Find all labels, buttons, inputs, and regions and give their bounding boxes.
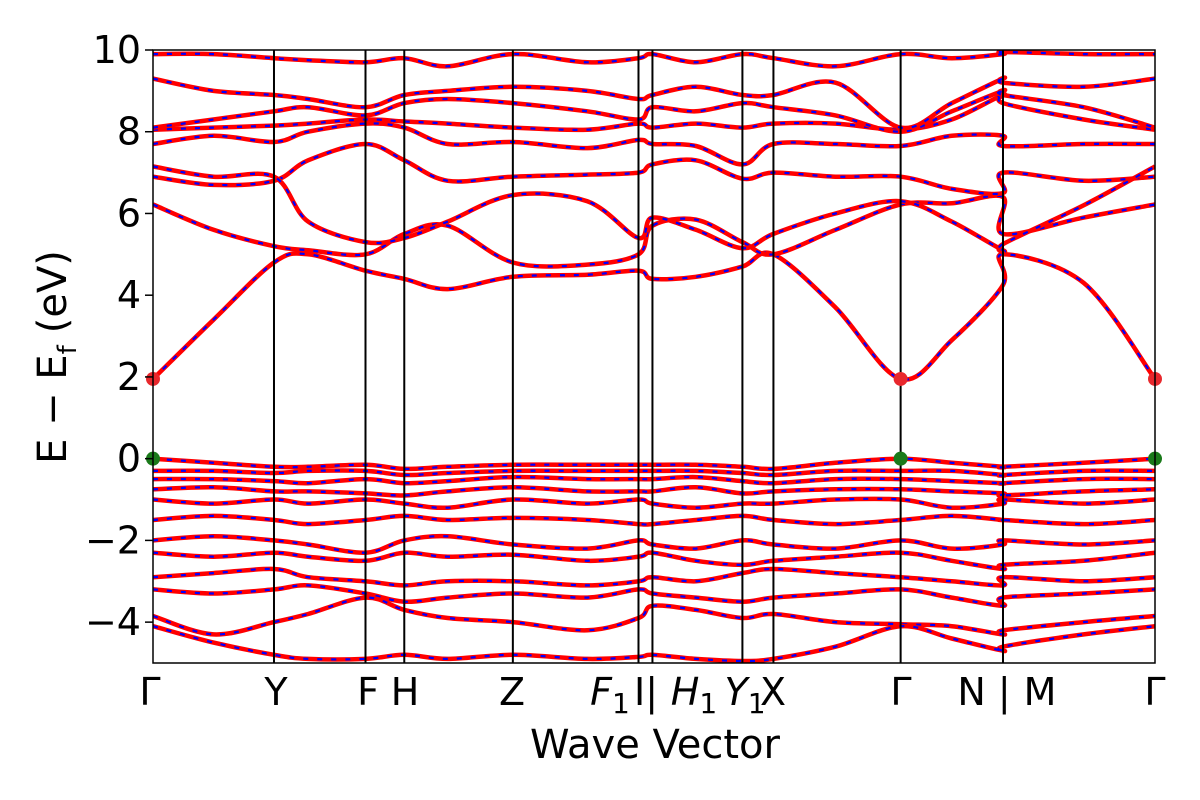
- y-axis-title-main: E − E: [30, 354, 76, 464]
- y-tick-label-7: 10: [93, 28, 141, 72]
- y-tick-label-5: 6: [117, 191, 141, 235]
- y-tick-label-6: 8: [117, 110, 141, 154]
- band-line-9: [153, 456, 1155, 472]
- x-tick-label-0: Γ: [139, 670, 160, 714]
- band-line-10: [153, 468, 1155, 478]
- band-edge-markers: [146, 371, 1162, 466]
- band-dash-2: [153, 142, 1155, 196]
- x-tick-label-1: Y: [263, 670, 288, 714]
- y-tick-label-1: −2: [85, 518, 141, 562]
- y-axis-ticks: −4 −2 0 2 4 6 8 10: [85, 28, 153, 644]
- vbm-marker-4: [893, 451, 908, 466]
- y-axis-title-subscript: f: [53, 344, 83, 354]
- x-tick-label-8: Y1: [724, 670, 765, 720]
- kpath-divider-lines: [272, 50, 1004, 663]
- bands-layer: [153, 50, 1155, 663]
- x-tick-label-12: M: [1024, 670, 1057, 714]
- x-tick-label-9: X: [760, 670, 786, 714]
- band-line-16: [153, 550, 1155, 572]
- band-line-18: [153, 583, 1155, 609]
- y-axis-title: E − Ef (eV): [30, 250, 83, 464]
- band-line-11: [153, 474, 1155, 486]
- band-dash-1: [153, 194, 1155, 268]
- x-tick-label-2: F: [357, 670, 379, 714]
- band-dash-0: [153, 251, 1155, 381]
- y-axis-title-unit: (eV): [30, 250, 76, 333]
- y-tick-label-0: −4: [85, 600, 141, 644]
- x-tick-label-13: Γ: [1144, 670, 1165, 714]
- x-axis-ticks: Γ Y F H Z F1 I| H1 Y1X Γ N | M Γ: [139, 670, 1165, 720]
- band-dash-6: [153, 88, 1155, 133]
- y-tick-label-4: 4: [117, 273, 141, 317]
- band-line-0: [153, 250, 1155, 382]
- x-tick-label-11: N |: [957, 670, 1010, 715]
- x-axis-title: Wave Vector: [530, 722, 781, 768]
- cbm-marker-1: [893, 371, 908, 386]
- x-tick-label-4: Z: [499, 670, 525, 714]
- x-tick-label-10: Γ: [890, 670, 911, 714]
- y-tick-label-2: 0: [117, 437, 141, 481]
- x-tick-label-6: I|: [634, 670, 658, 715]
- x-tick-label-3: H: [391, 670, 420, 714]
- x-tick-label-5: F1: [590, 670, 630, 720]
- plot-frame: [152, 49, 1156, 664]
- y-tick-label-3: 2: [117, 355, 141, 399]
- x-tick-label-7: H1: [671, 670, 717, 720]
- band-dash-7: [153, 76, 1155, 129]
